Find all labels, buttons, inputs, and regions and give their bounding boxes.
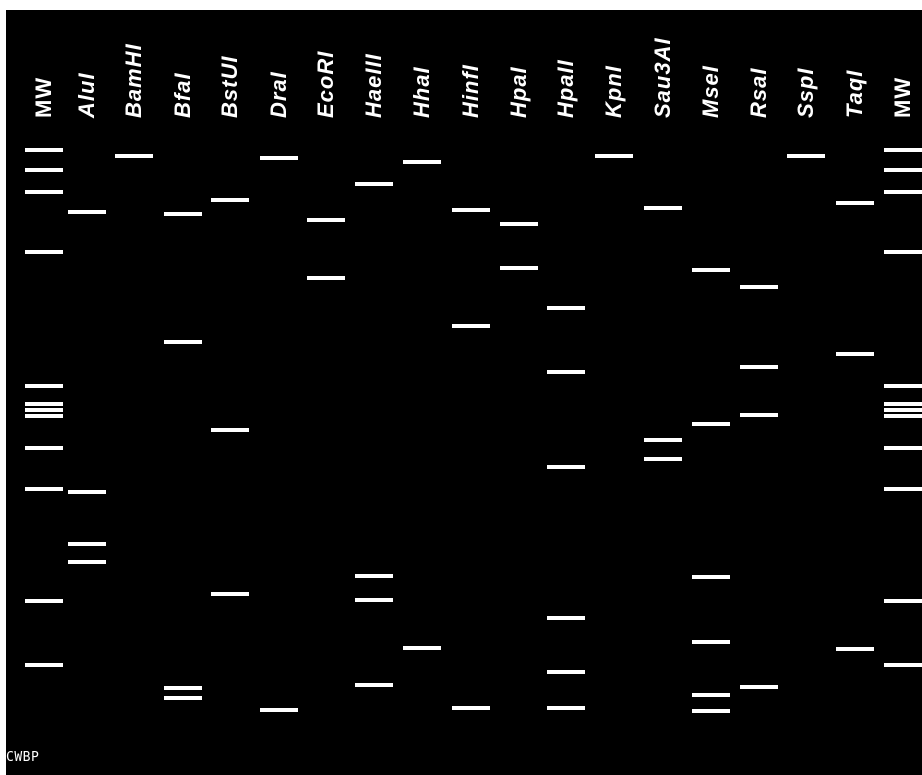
lane-label-ecori-6: EcoRI bbox=[313, 50, 338, 118]
band-mw-18-0 bbox=[884, 148, 922, 152]
band-taqi-17-1 bbox=[836, 352, 874, 356]
band-haeiii-7-0 bbox=[355, 182, 393, 186]
band-hpaii-11-0 bbox=[547, 306, 585, 310]
band-hpai-10-0 bbox=[500, 222, 538, 226]
band-kpni-12-0 bbox=[595, 154, 633, 158]
band-mw-0-0 bbox=[25, 148, 63, 152]
band-taqi-17-0 bbox=[836, 201, 874, 205]
band-bamhi-2-0 bbox=[115, 154, 153, 158]
band-mw-18-3 bbox=[884, 250, 922, 254]
band-mw-18-1 bbox=[884, 168, 922, 172]
band-sau3ai-13-2 bbox=[644, 457, 682, 461]
band-drai-5-1 bbox=[260, 708, 298, 712]
lane-label-taqi-17: TaqI bbox=[842, 69, 867, 118]
band-bfai-3-0 bbox=[164, 212, 202, 216]
band-bstui-4-1 bbox=[211, 428, 249, 432]
band-haeiii-7-3 bbox=[355, 683, 393, 687]
band-haeiii-7-2 bbox=[355, 598, 393, 602]
lane-label-mw-18: MW bbox=[890, 76, 915, 118]
gel-panel: MW AluI BamHI BfaI BstUI DraI EcoRI HaeIII HhaI H… bbox=[6, 10, 922, 775]
band-sau3ai-13-1 bbox=[644, 438, 682, 442]
lane-label-hpai-10: HpaI bbox=[506, 66, 531, 118]
band-hpaii-11-5 bbox=[547, 706, 585, 710]
band-bfai-3-1 bbox=[164, 340, 202, 344]
band-hpaii-11-3 bbox=[547, 616, 585, 620]
lane-label-alui-1: AluI bbox=[74, 72, 99, 118]
lane-label-bstui-4: BstUI bbox=[217, 55, 242, 118]
band-alui-1-0 bbox=[68, 210, 106, 214]
band-alui-1-1 bbox=[68, 490, 106, 494]
band-bfai-3-2 bbox=[164, 686, 202, 690]
lane-label-bfai-3: BfaI bbox=[170, 72, 195, 118]
band-ecori-6-0 bbox=[307, 218, 345, 222]
band-hinfi-9-0 bbox=[452, 208, 490, 212]
band-mw-18-5 bbox=[884, 402, 922, 406]
band-alui-1-3 bbox=[68, 560, 106, 564]
band-alui-1-2 bbox=[68, 542, 106, 546]
band-mw-0-10 bbox=[25, 599, 63, 603]
band-bstui-4-2 bbox=[211, 592, 249, 596]
band-msei-14-4 bbox=[692, 693, 730, 697]
band-mw-0-11 bbox=[25, 663, 63, 667]
band-mw-0-4 bbox=[25, 384, 63, 388]
band-sau3ai-13-0 bbox=[644, 206, 682, 210]
band-hpaii-11-4 bbox=[547, 670, 585, 674]
band-mw-0-8 bbox=[25, 446, 63, 450]
band-haeiii-7-1 bbox=[355, 574, 393, 578]
band-mw-0-2 bbox=[25, 190, 63, 194]
band-sspi-16-0 bbox=[787, 154, 825, 158]
lane-label-msei-14: MseI bbox=[698, 65, 723, 118]
lane-label-haeiii-7: HaeIII bbox=[361, 53, 386, 118]
band-hhai-8-1 bbox=[403, 646, 441, 650]
lane-label-mw-0: MW bbox=[31, 76, 56, 118]
band-mw-18-4 bbox=[884, 384, 922, 388]
lane-label-bamhi-2: BamHI bbox=[121, 43, 146, 118]
band-hinfi-9-1 bbox=[452, 324, 490, 328]
lane-label-sspi-16: SspI bbox=[793, 67, 818, 118]
lane-label-rsai-15: RsaI bbox=[746, 67, 771, 118]
band-bstui-4-0 bbox=[211, 198, 249, 202]
band-msei-14-3 bbox=[692, 640, 730, 644]
lane-label-drai-5: DraI bbox=[266, 71, 291, 118]
band-mw-0-5 bbox=[25, 402, 63, 406]
band-mw-18-2 bbox=[884, 190, 922, 194]
band-hpai-10-1 bbox=[500, 266, 538, 270]
band-rsai-15-2 bbox=[740, 413, 778, 417]
band-hinfi-9-2 bbox=[452, 706, 490, 710]
band-mw-0-6 bbox=[25, 408, 63, 412]
lane-label-hinfi-9: HinfI bbox=[458, 64, 483, 118]
band-bfai-3-3 bbox=[164, 696, 202, 700]
band-hpaii-11-1 bbox=[547, 370, 585, 374]
band-taqi-17-2 bbox=[836, 647, 874, 651]
band-mw-18-10 bbox=[884, 599, 922, 603]
band-mw-18-11 bbox=[884, 663, 922, 667]
band-hpaii-11-2 bbox=[547, 465, 585, 469]
band-mw-18-7 bbox=[884, 414, 922, 418]
band-hhai-8-0 bbox=[403, 160, 441, 164]
lane-label-kpni-12: KpnI bbox=[601, 65, 626, 118]
band-mw-0-7 bbox=[25, 414, 63, 418]
band-mw-18-8 bbox=[884, 446, 922, 450]
credit-label: CWBP bbox=[6, 750, 40, 765]
band-rsai-15-3 bbox=[740, 685, 778, 689]
band-drai-5-0 bbox=[260, 156, 298, 160]
band-msei-14-2 bbox=[692, 575, 730, 579]
band-ecori-6-1 bbox=[307, 276, 345, 280]
band-mw-0-1 bbox=[25, 168, 63, 172]
lane-label-sau3ai-13: Sau3AI bbox=[650, 37, 675, 118]
band-msei-14-1 bbox=[692, 422, 730, 426]
band-mw-18-6 bbox=[884, 408, 922, 412]
band-mw-0-3 bbox=[25, 250, 63, 254]
band-mw-18-9 bbox=[884, 487, 922, 491]
band-rsai-15-0 bbox=[740, 285, 778, 289]
band-mw-0-9 bbox=[25, 487, 63, 491]
band-msei-14-5 bbox=[692, 709, 730, 713]
band-msei-14-0 bbox=[692, 268, 730, 272]
lane-label-hpaii-11: HpaII bbox=[553, 59, 578, 118]
band-rsai-15-1 bbox=[740, 365, 778, 369]
lane-label-hhai-8: HhaI bbox=[409, 66, 434, 118]
